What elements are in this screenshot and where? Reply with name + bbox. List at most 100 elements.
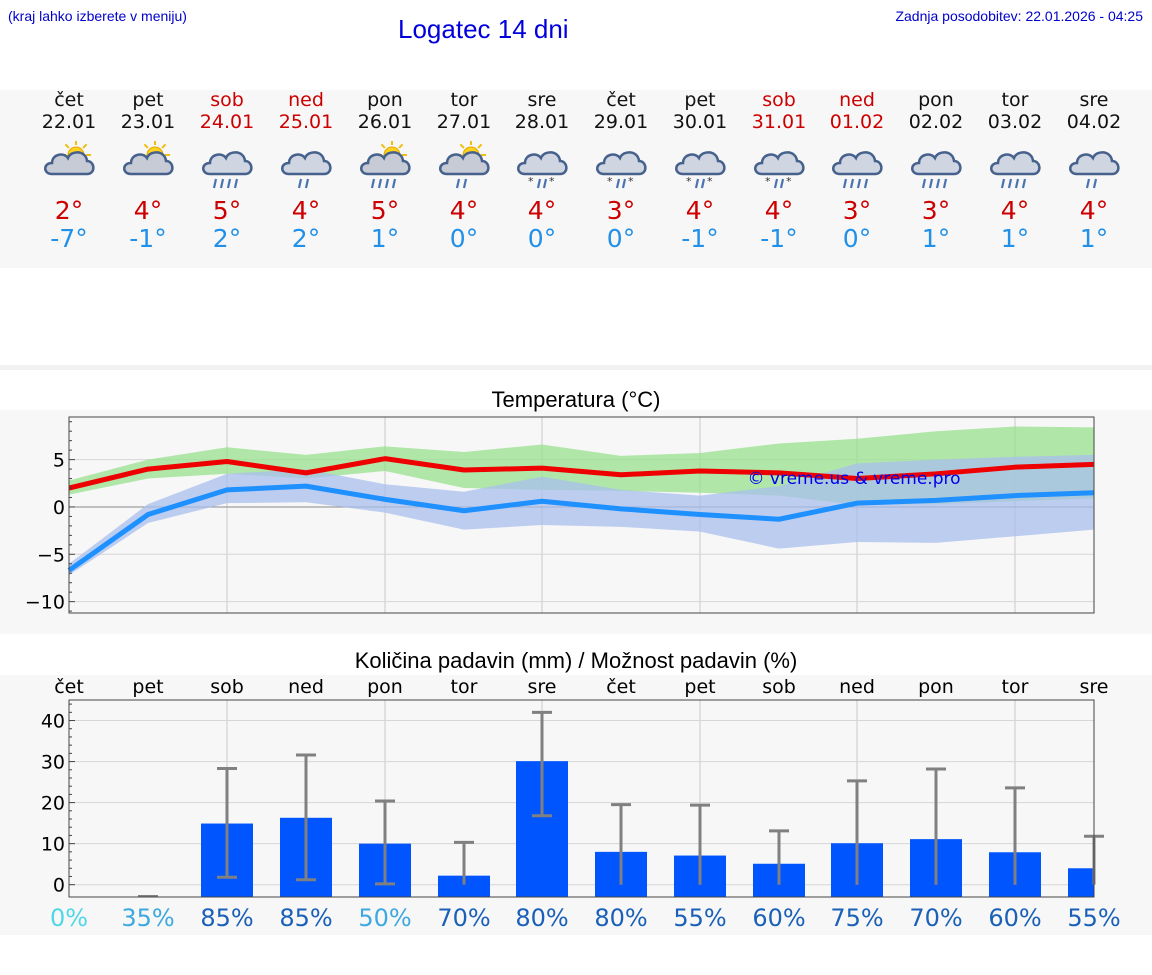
day-date: 22.01 xyxy=(41,111,97,133)
day-label: ned xyxy=(288,676,324,698)
min-temperature: 0° xyxy=(606,224,636,253)
max-temperature: 4° xyxy=(1079,196,1109,225)
precip-probability: 70% xyxy=(909,904,962,932)
day-name: pet xyxy=(132,89,164,111)
min-temperature: -1° xyxy=(681,224,719,253)
day-name: sob xyxy=(762,89,796,111)
day-label: pon xyxy=(918,676,954,698)
location-menu-hint: (kraj lahko izberete v meniju) xyxy=(8,8,187,24)
min-temperature: 1° xyxy=(921,224,951,253)
precip-probability: 80% xyxy=(594,904,647,932)
y-tick-label: 5 xyxy=(53,450,65,472)
precip-probability: 50% xyxy=(358,904,411,932)
tmin-line xyxy=(67,483,1095,573)
day-date: 02.02 xyxy=(908,111,964,133)
day-date: 26.01 xyxy=(357,111,413,133)
day-forecast: pet 23.01 4° -1° xyxy=(108,90,188,253)
precip-probability: 35% xyxy=(121,904,174,932)
day-name: čet xyxy=(606,89,636,111)
day-forecast: tor 27.01 4° 0° xyxy=(424,90,504,253)
precip-bar xyxy=(1068,868,1094,897)
day-name: tor xyxy=(450,89,478,111)
precip-probability: 70% xyxy=(437,904,490,932)
y-tick-label: −5 xyxy=(37,544,65,566)
max-temperature: 4° xyxy=(291,196,321,225)
precip-bar xyxy=(438,875,490,897)
day-forecast: ned 01.02 3° 0° xyxy=(817,90,897,253)
temperature-chart: 5 0 −5 −10 © vreme.us & vreme.pro xyxy=(25,416,1095,614)
day-name: pon xyxy=(918,89,954,111)
day-date: 25.01 xyxy=(278,111,334,133)
day-name: ned xyxy=(839,89,875,111)
max-temperature: 4° xyxy=(764,196,794,225)
day-label: tor xyxy=(451,676,478,698)
rain-cloud-icon xyxy=(832,151,883,189)
precip-error-bar xyxy=(847,779,867,885)
tmax-line xyxy=(68,456,1095,491)
precip-error-bar xyxy=(690,803,710,885)
sleet-cloud-icon: * * xyxy=(596,151,647,189)
y-tick-label: 30 xyxy=(41,752,65,774)
min-temperature: -7° xyxy=(50,224,88,253)
max-temperature: 4° xyxy=(1000,196,1030,225)
min-temperature: 2° xyxy=(212,224,242,253)
day-label: sob xyxy=(210,676,244,698)
page-title: Logatec 14 dni xyxy=(398,14,569,44)
precip-error-bar xyxy=(1005,786,1025,885)
precip-error-bar xyxy=(926,767,946,885)
rain-cloud-icon xyxy=(202,151,253,189)
y-tick-label: 0 xyxy=(53,875,65,897)
y-tick-label: 20 xyxy=(41,793,65,815)
y-tick-label: −10 xyxy=(25,592,65,614)
day-label: čet xyxy=(606,676,636,698)
precip-error-bar xyxy=(296,753,316,882)
day-label: sre xyxy=(528,676,557,698)
max-temperature: 4° xyxy=(133,196,163,225)
max-temperature: 3° xyxy=(842,196,872,225)
day-name: tor xyxy=(1001,89,1029,111)
precipitation-chart-title: Količina padavin (mm) / Možnost padavin … xyxy=(354,648,798,673)
max-temperature: 5° xyxy=(370,196,400,225)
y-tick-label: 10 xyxy=(41,834,65,856)
svg-text:*: * xyxy=(707,175,713,188)
y-tick-label: 0 xyxy=(53,497,65,519)
min-temperature: -1° xyxy=(129,224,167,253)
sleet-cloud-icon: * * xyxy=(675,151,726,189)
day-date: 04.02 xyxy=(1066,111,1122,133)
rain-cloud-light-icon xyxy=(1069,151,1120,189)
day-date: 24.01 xyxy=(199,111,255,133)
rain-cloud-light-icon xyxy=(281,151,332,189)
section-divider xyxy=(0,365,1152,370)
max-temperature: 2° xyxy=(54,196,84,225)
precip-probability: 55% xyxy=(673,904,726,932)
tmin-range-band xyxy=(69,454,1094,576)
plot-frame xyxy=(68,699,1095,898)
plot-frame xyxy=(68,416,1095,614)
day-date: 28.01 xyxy=(514,111,570,133)
day-forecast: tor 03.02 4° 1° xyxy=(975,90,1055,253)
sleet-cloud-icon: * * xyxy=(517,151,568,189)
precip-probability: 85% xyxy=(200,904,253,932)
sun-cloud-icon xyxy=(44,141,95,176)
precip-probability: 60% xyxy=(752,904,805,932)
sleet-cloud-icon: * * xyxy=(754,151,805,189)
precip-probability: 75% xyxy=(830,904,883,932)
day-forecast: čet 22.01 2° -7° xyxy=(29,90,109,253)
max-temperature: 5° xyxy=(212,196,242,225)
max-temperature: 4° xyxy=(527,196,557,225)
day-name: sob xyxy=(210,89,244,111)
day-date: 03.02 xyxy=(987,111,1043,133)
day-name: pet xyxy=(684,89,716,111)
precip-probability: 85% xyxy=(279,904,332,932)
day-date: 27.01 xyxy=(436,111,492,133)
day-forecast: sob 24.01 5° 2° xyxy=(187,90,267,253)
svg-text:*: * xyxy=(686,175,692,188)
precip-error-bar xyxy=(532,710,552,818)
precip-error-bar xyxy=(217,767,237,879)
svg-text:*: * xyxy=(607,175,613,188)
day-date: 01.02 xyxy=(829,111,885,133)
svg-text:*: * xyxy=(528,175,534,188)
day-label: pet xyxy=(684,676,715,698)
day-label: čet xyxy=(54,676,84,698)
day-label: ned xyxy=(839,676,875,698)
